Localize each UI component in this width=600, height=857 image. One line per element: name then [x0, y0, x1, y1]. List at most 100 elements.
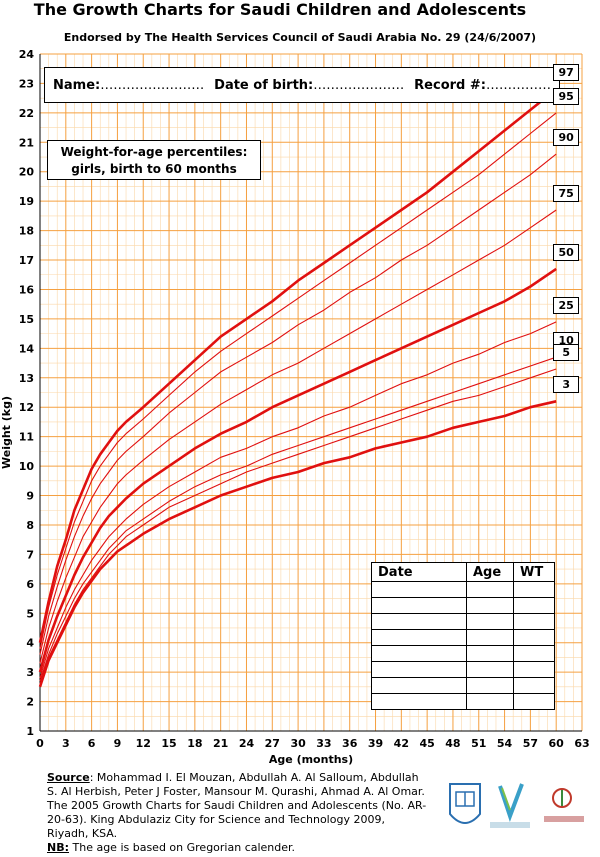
- chart-description-line1: Weight-for-age percentiles:: [60, 145, 248, 159]
- record-cell[interactable]: [513, 597, 555, 614]
- y-tick-label: 5: [26, 607, 34, 620]
- ministry-of-health-logo-icon: [544, 788, 584, 822]
- record-cell[interactable]: [466, 645, 514, 662]
- record-header-date: Date: [371, 562, 467, 582]
- nb-label: NB:: [47, 841, 69, 854]
- kacst-logo-icon: [490, 783, 530, 828]
- percentile-label-97: 97: [553, 64, 580, 82]
- y-tick-label: 3: [26, 666, 34, 679]
- y-tick-label: 7: [26, 548, 34, 561]
- y-tick-label: 8: [26, 519, 34, 532]
- record-cell[interactable]: [513, 677, 555, 694]
- record-cell[interactable]: [466, 661, 514, 678]
- x-tick-label: 57: [523, 737, 538, 750]
- percentile-label-90: 90: [553, 129, 580, 147]
- record-cell[interactable]: [513, 581, 555, 598]
- record-cell[interactable]: [371, 629, 467, 646]
- x-tick-label: 60: [549, 737, 565, 750]
- percentile-curve-90: [39, 153, 557, 655]
- y-tick-label: 21: [19, 136, 34, 149]
- record-header-age: Age: [466, 562, 514, 582]
- name-field[interactable]: Name:……………………: [53, 78, 204, 93]
- record-cell[interactable]: [466, 613, 514, 630]
- chart-description-box: Weight-for-age percentiles: girls, birth…: [47, 140, 261, 180]
- y-tick-label: 9: [26, 490, 34, 503]
- record-row[interactable]: [371, 613, 555, 630]
- source-label: Source: [47, 771, 90, 784]
- record-cell[interactable]: [466, 677, 514, 694]
- record-cell[interactable]: [466, 597, 514, 614]
- source-text: : Mohammad I. El Mouzan, Abdullah A. Al …: [47, 771, 427, 840]
- chart-description-line2: girls, birth to 60 months: [71, 162, 237, 176]
- record-row[interactable]: [371, 693, 555, 710]
- record-cell[interactable]: [513, 645, 555, 662]
- x-tick-label: 48: [445, 737, 460, 750]
- percentile-curve-25: [39, 321, 557, 679]
- y-tick-label: 12: [19, 401, 34, 414]
- logos-area: [449, 783, 584, 828]
- record-cell[interactable]: [513, 629, 555, 646]
- record-cell[interactable]: [371, 597, 467, 614]
- record-cell[interactable]: [371, 661, 467, 678]
- percentile-curve-95: [39, 112, 557, 649]
- record-row[interactable]: [371, 661, 555, 678]
- y-tick-label: 16: [19, 283, 35, 296]
- record-dots: ……………: [485, 77, 551, 93]
- record-row[interactable]: [371, 645, 555, 662]
- record-cell[interactable]: [371, 693, 467, 710]
- record-header-wt: WT: [513, 562, 555, 582]
- record-cell[interactable]: [466, 581, 514, 598]
- record-cell[interactable]: [371, 645, 467, 662]
- x-tick-label: 27: [265, 737, 280, 750]
- record-label: Record #:: [414, 77, 486, 93]
- dob-field[interactable]: Date of birth:…………………: [214, 78, 404, 93]
- x-tick-label: 3: [62, 737, 70, 750]
- x-tick-label: 63: [574, 737, 589, 750]
- y-tick-label: 13: [19, 372, 34, 385]
- source-citation: Source: Mohammad I. El Mouzan, Abdullah …: [47, 771, 427, 855]
- university-logo-icon: [449, 783, 481, 824]
- patient-info-box: Name:…………………… Date of birth:………………… Reco…: [44, 67, 560, 103]
- percentile-curve-10: [39, 356, 557, 682]
- x-tick-label: 15: [161, 737, 176, 750]
- record-cell[interactable]: [513, 661, 555, 678]
- record-cell[interactable]: [466, 693, 514, 710]
- percentile-curve-5: [39, 368, 557, 685]
- record-row[interactable]: [371, 581, 555, 598]
- nb-text: The age is based on Gregorian calender.: [69, 841, 296, 854]
- record-row[interactable]: [371, 629, 555, 646]
- name-label: Name:: [53, 77, 101, 93]
- record-cell[interactable]: [466, 629, 514, 646]
- record-cell[interactable]: [513, 613, 555, 630]
- x-tick-label: 39: [368, 737, 383, 750]
- x-tick-label: 18: [187, 737, 202, 750]
- record-row[interactable]: [371, 597, 555, 614]
- dob-dots: …………………: [313, 77, 405, 93]
- x-tick-label: 45: [419, 737, 434, 750]
- y-tick-label: 15: [19, 313, 34, 326]
- x-tick-label: 0: [36, 737, 44, 750]
- record-field[interactable]: Record #:……………: [414, 78, 551, 93]
- y-tick-label: 14: [19, 342, 35, 355]
- record-cell[interactable]: [371, 613, 467, 630]
- record-cell[interactable]: [513, 693, 555, 710]
- percentile-curve-3: [38, 400, 557, 688]
- x-tick-label: 21: [213, 737, 228, 750]
- y-tick-label: 18: [19, 225, 34, 238]
- x-tick-label: 30: [290, 737, 306, 750]
- x-tick-label: 42: [394, 737, 409, 750]
- record-cell[interactable]: [371, 581, 467, 598]
- record-row[interactable]: [371, 677, 555, 694]
- x-tick-label: 9: [114, 737, 122, 750]
- y-tick-label: 11: [19, 431, 34, 444]
- record-cell[interactable]: [371, 677, 467, 694]
- y-tick-label: 20: [19, 166, 35, 179]
- x-tick-label: 36: [342, 737, 358, 750]
- y-tick-label: 23: [19, 77, 34, 90]
- x-tick-label: 12: [136, 737, 151, 750]
- y-tick-label: 19: [19, 195, 34, 208]
- x-tick-label: 54: [497, 737, 513, 750]
- y-tick-label: 6: [26, 578, 34, 591]
- x-axis-label: Age (months): [269, 753, 353, 766]
- y-tick-label: 1: [26, 725, 34, 738]
